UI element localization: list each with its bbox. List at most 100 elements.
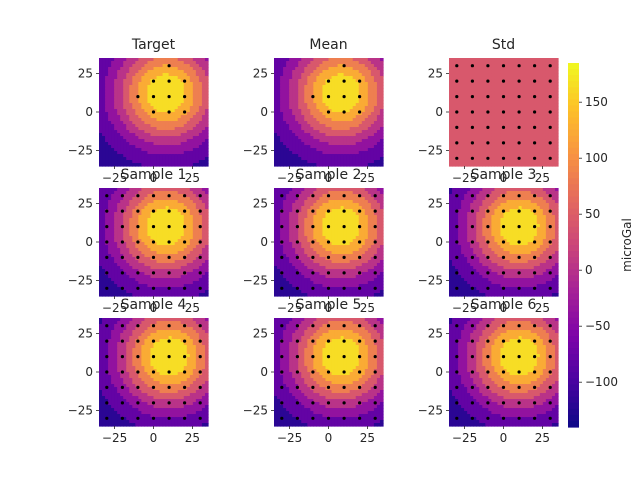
contour-cell <box>102 163 106 167</box>
contour-cell <box>515 124 520 128</box>
contour-cell <box>334 88 339 92</box>
contour-cell <box>488 127 492 131</box>
contour-cell <box>494 127 499 131</box>
contour-cell <box>165 160 170 164</box>
contour-cell <box>343 85 348 89</box>
contour-cell <box>99 82 103 86</box>
contour-cell <box>313 148 317 152</box>
contour-cell <box>180 64 185 68</box>
contour-cell <box>376 163 381 167</box>
contour-cell <box>497 127 502 131</box>
contour-cell <box>277 139 281 143</box>
contour-cell <box>189 124 194 128</box>
contour-cell <box>102 142 106 146</box>
contour-cell <box>349 133 354 137</box>
contour-cell <box>123 121 127 125</box>
contour-cell <box>506 82 511 86</box>
contour-cell <box>346 88 351 92</box>
contour-cell <box>325 103 330 107</box>
contour-cell <box>156 130 161 134</box>
contour-cell <box>349 88 354 92</box>
contour-cell <box>458 127 462 131</box>
contour-cell <box>452 121 456 125</box>
contour-cell <box>491 112 496 116</box>
contour-cell <box>479 88 483 92</box>
contour-cell <box>304 148 308 152</box>
contour-cell <box>497 67 502 71</box>
contour-cell <box>298 85 302 89</box>
contour-cell <box>319 133 324 137</box>
contour-cell <box>358 58 363 62</box>
contour-cell <box>198 103 203 107</box>
contour-cell <box>370 70 375 74</box>
sensor-point <box>501 125 506 129</box>
contour-cell <box>189 151 194 155</box>
contour-cell <box>524 100 529 104</box>
contour-cell <box>286 106 290 110</box>
contour-cell <box>310 136 314 140</box>
contour-cell <box>319 94 324 98</box>
contour-cell <box>162 58 167 62</box>
contour-cell <box>491 160 496 164</box>
contour-cell <box>135 142 139 146</box>
contour-cell <box>470 154 474 158</box>
contour-cell <box>126 160 130 164</box>
contour-cell <box>379 124 384 128</box>
contour-cell <box>189 109 194 113</box>
contour-cell <box>120 130 124 134</box>
contour-cell <box>361 142 366 146</box>
contour-cell <box>491 133 496 137</box>
contour-cell <box>503 112 508 116</box>
contour-cell <box>482 94 486 98</box>
contour-cell <box>349 157 354 161</box>
contour-cell <box>141 100 146 104</box>
contour-cell <box>497 58 502 62</box>
contour-cell <box>319 121 324 125</box>
contour-cell <box>479 142 483 146</box>
contour-cell <box>376 58 381 62</box>
contour-cell <box>355 103 360 107</box>
contour-cell <box>370 154 375 158</box>
contour-cell <box>322 118 327 122</box>
contour-cell <box>325 145 330 149</box>
contour-cell <box>168 91 173 95</box>
contour-cell <box>198 139 203 143</box>
contour-cell <box>334 67 339 71</box>
contour-cell <box>376 100 381 104</box>
contour-cell <box>494 139 499 143</box>
contour-cell <box>358 154 363 158</box>
contour-cell <box>358 139 363 143</box>
contour-cell <box>301 67 305 71</box>
contour-cell <box>195 133 200 137</box>
contour-cell <box>349 64 354 68</box>
contour-cell <box>370 160 375 164</box>
contour-cell <box>334 85 339 89</box>
contour-cell <box>340 130 345 134</box>
contour-cell <box>491 85 496 89</box>
contour-cell <box>367 82 372 86</box>
contour-cell <box>289 127 293 131</box>
contour-cell <box>192 136 197 140</box>
contour-cell <box>99 79 103 83</box>
contour-cell <box>159 100 164 104</box>
contour-cell <box>509 115 514 119</box>
contour-cell <box>340 121 345 125</box>
contour-cell <box>473 106 477 110</box>
contour-cell <box>352 64 357 68</box>
contour-cell <box>521 121 526 125</box>
contour-cell <box>132 106 136 110</box>
contour-cell <box>126 148 130 152</box>
contour-cell <box>159 94 164 98</box>
contour-cell <box>355 133 360 137</box>
contour-cell <box>343 145 348 149</box>
contour-cell <box>464 112 468 116</box>
contour-cell <box>180 154 185 158</box>
contour-cell <box>503 76 508 80</box>
contour-cell <box>189 142 194 146</box>
contour-cell <box>524 121 529 125</box>
contour-cell <box>337 70 342 74</box>
contour-cell <box>153 100 158 104</box>
contour-cell <box>120 94 124 98</box>
contour-cell <box>189 64 194 68</box>
contour-cell <box>304 79 308 83</box>
